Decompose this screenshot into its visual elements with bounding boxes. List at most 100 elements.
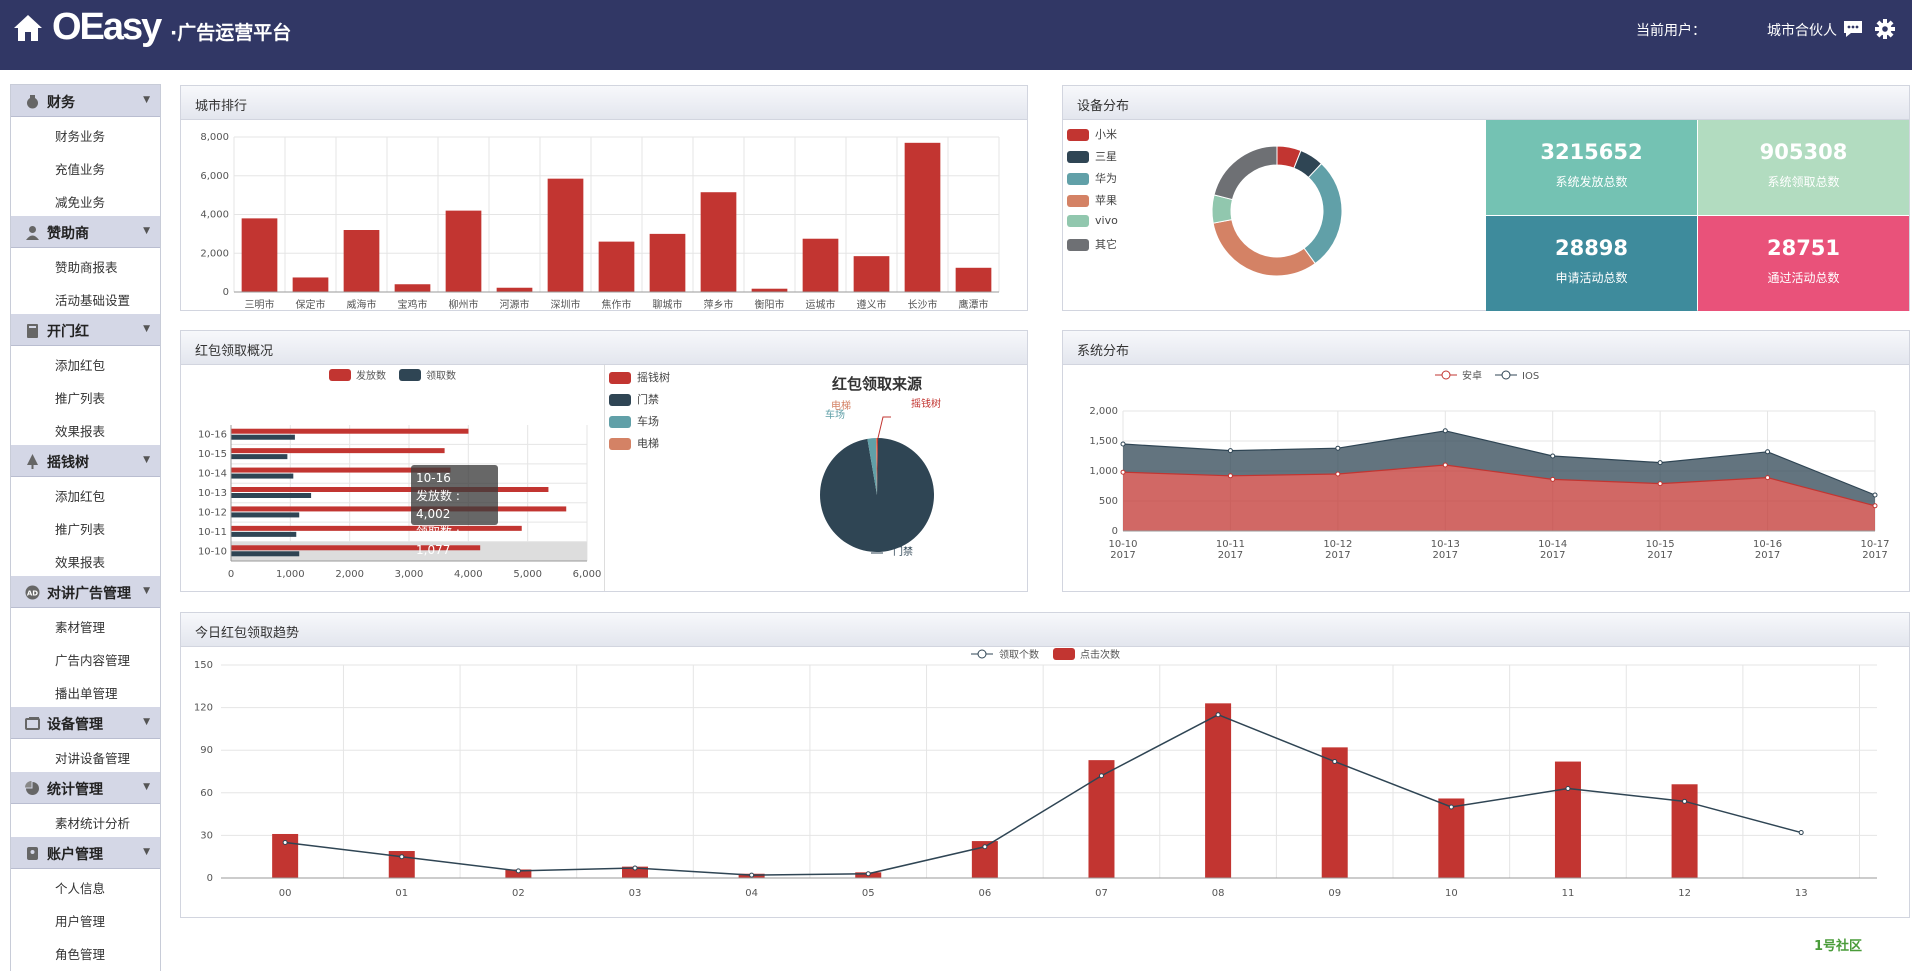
- bar: [231, 467, 451, 473]
- tick-label: 0: [223, 287, 229, 298]
- data-point: [1565, 786, 1571, 792]
- current-user-name[interactable]: 城市合伙人: [1767, 23, 1837, 39]
- legend-label: 门禁: [637, 393, 659, 406]
- tick-label: 30: [200, 830, 213, 841]
- bar: [231, 493, 312, 498]
- legend-item[interactable]: 华为: [1067, 170, 1117, 186]
- legend-swatch: [1067, 151, 1089, 163]
- sidebar-item[interactable]: 充值业务: [55, 162, 106, 177]
- category-label: 01: [395, 888, 408, 899]
- chart-title: 红包领取来源: [832, 375, 922, 393]
- sidebar-item[interactable]: 添加红包: [55, 489, 106, 504]
- sidebar-group-header[interactable]: 账户管理 ▼: [11, 837, 160, 869]
- slice-label: 车场: [825, 408, 845, 421]
- legend-item[interactable]: 车场: [609, 413, 659, 429]
- redpacket-panel: 红包领取概况 发放数 领取数 0 1,000 2,000 3,000 4,000 5,000 6…: [180, 330, 1028, 592]
- data-point: [1550, 453, 1556, 459]
- sidebar-item[interactable]: 财务业务: [55, 129, 106, 144]
- legend-item[interactable]: 三星: [1067, 148, 1117, 164]
- data-point: [1765, 449, 1771, 455]
- sidebar-item[interactable]: 活动基础设置: [55, 293, 131, 308]
- bar: [231, 487, 549, 492]
- gear-icon[interactable]: [1874, 18, 1896, 40]
- logo: OEasy: [52, 6, 162, 48]
- sidebar-group-label: 统计管理: [47, 782, 103, 798]
- category-label: 10-15: [1646, 539, 1675, 550]
- caret-down-icon: ▼: [143, 226, 150, 236]
- sidebar-item[interactable]: 个人信息: [55, 881, 106, 896]
- tooltip-title: 10-16: [416, 471, 451, 485]
- sidebar-group-label: 对讲广告管理: [47, 586, 131, 602]
- sidebar-item[interactable]: 用户管理: [55, 914, 106, 929]
- legend-label: 领取数: [426, 369, 456, 382]
- legend-item[interactable]: 其它: [1067, 236, 1117, 252]
- legend-swatch: [1053, 648, 1075, 660]
- legend-item[interactable]: 摇钱树: [609, 369, 670, 385]
- tick-label: 2,000: [1089, 406, 1118, 417]
- sidebar-item[interactable]: 赞助商报表: [55, 260, 118, 275]
- tick-label: 4,000: [200, 210, 229, 221]
- sidebar-item[interactable]: 素材统计分析: [55, 816, 131, 831]
- platform-title: ·广告运营平台: [170, 22, 292, 44]
- sidebar-item[interactable]: 减免业务: [55, 195, 106, 210]
- legend-item[interactable]: 门禁: [609, 391, 659, 407]
- chart-tooltip: 10-16 发放数 : 4,002 领取数 : 1,077: [411, 465, 498, 557]
- bar: [1671, 784, 1698, 878]
- home-icon[interactable]: [12, 12, 44, 44]
- legend-item[interactable]: vivo: [1067, 214, 1118, 227]
- donut-slice: [1213, 145, 1278, 201]
- sidebar-group-header[interactable]: 赞助商 ▼: [11, 216, 160, 248]
- sidebar-item[interactable]: 角色管理: [55, 947, 106, 962]
- caret-down-icon: ▼: [143, 717, 150, 727]
- sidebar-item[interactable]: 播出单管理: [55, 686, 118, 701]
- bar: [231, 531, 297, 537]
- bar: [1554, 761, 1581, 878]
- stat-tile: 905308 系统领取总数: [1698, 120, 1909, 215]
- sidebar-item[interactable]: 推广列表: [55, 391, 106, 406]
- sidebar-item[interactable]: 推广列表: [55, 522, 106, 537]
- sidebar-group-header[interactable]: 摇钱树 ▼: [11, 445, 160, 477]
- category-label: 聊城市: [653, 298, 683, 310]
- data-point: [1215, 712, 1221, 718]
- sidebar-group-header[interactable]: 开门红 ▼: [11, 314, 160, 346]
- tick-label: 5,000: [513, 569, 542, 580]
- category-label: 2017: [1325, 550, 1350, 561]
- legend-item[interactable]: 小米: [1067, 126, 1117, 142]
- stat-label: 申请活动总数: [1555, 271, 1628, 285]
- tooltip-line: 领取数 : 1,077: [416, 525, 460, 557]
- sidebar-item[interactable]: 广告内容管理: [55, 653, 131, 668]
- category-label: 柳州市: [449, 298, 479, 310]
- data-point: [1335, 471, 1341, 477]
- donut-slice: [1212, 219, 1316, 277]
- tick-label: 1,000: [1089, 466, 1118, 477]
- legend-label: vivo: [1095, 214, 1118, 227]
- sidebar-item[interactable]: 素材管理: [55, 620, 106, 635]
- sidebar-item[interactable]: 添加红包: [55, 358, 106, 373]
- bar: [700, 192, 737, 292]
- category-label: 05: [862, 888, 875, 899]
- sidebar-item[interactable]: 效果报表: [55, 424, 106, 439]
- sidebar-item[interactable]: 效果报表: [55, 555, 106, 570]
- message-icon[interactable]: [1842, 18, 1864, 40]
- sidebar-group-label: 财务: [47, 95, 75, 111]
- sidebar-group-header[interactable]: 财务 ▼: [11, 85, 160, 117]
- data-point: [399, 854, 405, 860]
- panel-title: 红包领取概况: [181, 331, 1027, 365]
- data-point: [1335, 445, 1341, 451]
- tick-label: 90: [200, 745, 213, 756]
- sidebar-item[interactable]: 对讲设备管理: [55, 751, 131, 766]
- category-label: 00: [279, 888, 292, 899]
- legend-marker: [1501, 370, 1511, 380]
- svg-text:AD: AD: [27, 590, 38, 598]
- bar: [241, 218, 278, 292]
- legend-item[interactable]: 电梯: [609, 435, 659, 451]
- sidebar-group-header[interactable]: 设备管理 ▼: [11, 707, 160, 739]
- sidebar-group-header[interactable]: AD 对讲广告管理 ▼: [11, 576, 160, 608]
- legend-marker: [1441, 370, 1451, 380]
- category-label: 保定市: [296, 298, 326, 310]
- category-label: 长沙市: [908, 298, 938, 310]
- legend-item[interactable]: 苹果: [1067, 192, 1117, 208]
- bar: [853, 256, 890, 292]
- sidebar-group-header[interactable]: 统计管理 ▼: [11, 772, 160, 804]
